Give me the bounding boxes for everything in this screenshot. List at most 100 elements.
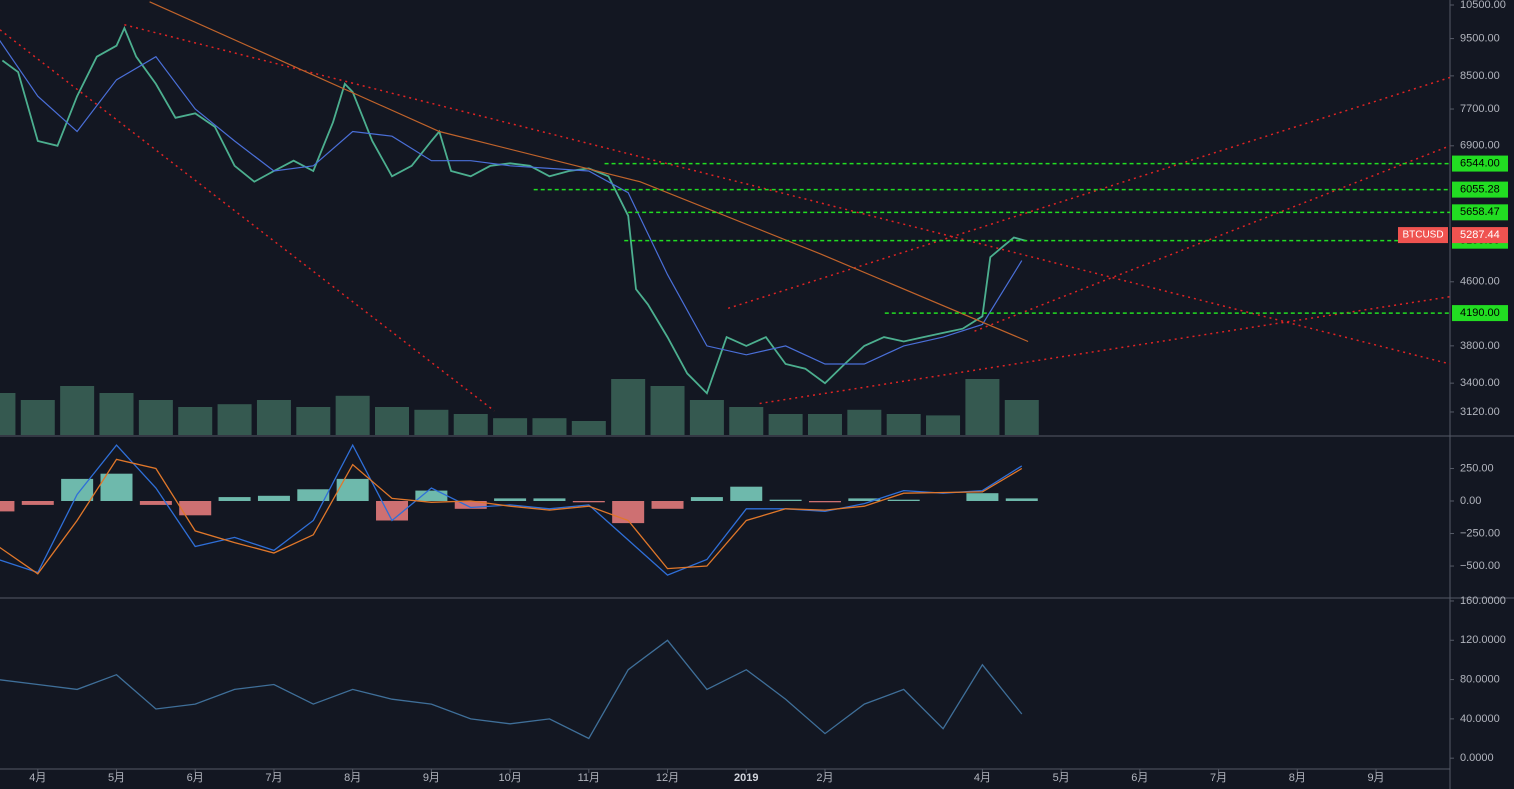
volume-bar [729, 407, 764, 435]
histogram-bar [179, 501, 212, 516]
y-tick-label: 250.00 [1460, 462, 1494, 474]
indicator-line [0, 458, 1023, 575]
histogram-bar [572, 501, 605, 503]
histogram-bar [139, 501, 172, 505]
y-tick-label: 8500.00 [1460, 70, 1500, 82]
x-tick-label: 2月 [816, 772, 833, 784]
histogram-bar [100, 473, 133, 501]
volume-bar [178, 407, 213, 435]
last-name: BTCUSD [1402, 230, 1443, 241]
volume-bar [926, 415, 961, 435]
y-tick-label: 0.0000 [1460, 752, 1494, 764]
price-line [0, 39, 1023, 365]
y-tick-label: 3800.00 [1460, 340, 1500, 352]
level-label-box [1452, 305, 1508, 322]
price-line [149, 1, 1029, 343]
y-tick-label: 3120.00 [1460, 406, 1500, 418]
volume-bar [886, 414, 921, 435]
x-tick-label: 10月 [498, 772, 521, 784]
volume-bar [847, 409, 882, 435]
trend-line [727, 76, 1451, 310]
histogram-bar [454, 501, 487, 509]
histogram-bar [769, 499, 802, 501]
volume-bar [138, 400, 173, 435]
trend-line [0, 29, 495, 412]
level-label-box [1452, 155, 1508, 172]
volume-bar [414, 409, 449, 435]
x-tick-label: 5月 [1053, 772, 1070, 784]
histogram-bar [966, 493, 999, 501]
x-tick-label: 8月 [1289, 772, 1306, 784]
level-label: 5658.47 [1460, 206, 1500, 218]
histogram-bar [612, 501, 645, 524]
y-tick-label: 4600.00 [1460, 276, 1500, 288]
volume-bar [689, 400, 724, 435]
x-tick-label: 11月 [578, 772, 600, 784]
volume-bar [611, 379, 646, 435]
volume-bar [217, 404, 252, 435]
volume-bar [453, 414, 488, 435]
volume-bar [256, 400, 291, 435]
x-tick-label: 4月 [974, 772, 991, 784]
last-price-box [1452, 227, 1508, 244]
price-line [1, 25, 1026, 395]
x-tick-label: 12月 [656, 772, 679, 784]
volume-bar [1004, 400, 1039, 435]
histogram-bar [61, 478, 94, 501]
level-label: 6544.00 [1460, 157, 1500, 169]
x-tick-label: 6月 [187, 772, 204, 784]
indicator-line [0, 639, 1023, 740]
y-tick-label: 7700.00 [1460, 103, 1500, 115]
x-tick-label: 5月 [108, 772, 125, 784]
last-name-box [1398, 227, 1448, 244]
volume-bar [20, 400, 55, 435]
trend-line [974, 145, 1451, 332]
histogram-bar [848, 498, 881, 501]
volume-bar [335, 395, 370, 435]
histogram-bar [730, 486, 763, 501]
volume-bar [493, 418, 528, 435]
x-tick-label: 4月 [29, 772, 46, 784]
histogram-bar [1005, 498, 1038, 501]
level-label: 6055.28 [1460, 184, 1500, 196]
volume-bar [0, 393, 16, 435]
x-tick-label: 9月 [423, 772, 440, 784]
volume-bar [807, 414, 842, 435]
volume-bar [60, 386, 95, 435]
volume-bar [571, 421, 606, 435]
histogram-bar [887, 499, 920, 501]
x-tick-label: 8月 [344, 772, 361, 784]
last-price: 5287.44 [1460, 229, 1500, 241]
level-label: 4190.00 [1460, 307, 1500, 319]
trend-line [759, 295, 1451, 405]
volume-bar [296, 407, 331, 435]
y-tick-label: 10500.00 [1460, 0, 1506, 11]
y-tick-label: 3400.00 [1460, 377, 1500, 389]
histogram-bar [808, 501, 841, 503]
histogram-bar [690, 497, 723, 501]
x-tick-label: 6月 [1131, 772, 1148, 784]
volume-bar [768, 414, 803, 435]
y-tick-label: −500.00 [1460, 560, 1500, 572]
x-tick-label: 2019 [734, 772, 758, 784]
volume-bar [650, 386, 685, 435]
x-tick-label: 7月 [265, 772, 282, 784]
level-label-box [1452, 204, 1508, 221]
y-tick-label: 6900.00 [1460, 140, 1500, 152]
histogram-bar [257, 495, 290, 501]
y-tick-label: 80.0000 [1460, 673, 1500, 685]
level-label-box [1452, 181, 1508, 198]
x-tick-label: 7月 [1210, 772, 1227, 784]
histogram-bar [415, 490, 448, 501]
volume-bar [375, 407, 410, 435]
x-tick-label: 9月 [1367, 772, 1384, 784]
trend-line [124, 24, 1451, 365]
histogram-bar [0, 501, 15, 512]
y-tick-label: 0.00 [1460, 495, 1481, 507]
volume-bar [532, 418, 567, 435]
histogram-bar [297, 489, 330, 501]
y-tick-label: 160.0000 [1460, 595, 1506, 607]
indicator-line [0, 443, 1023, 576]
